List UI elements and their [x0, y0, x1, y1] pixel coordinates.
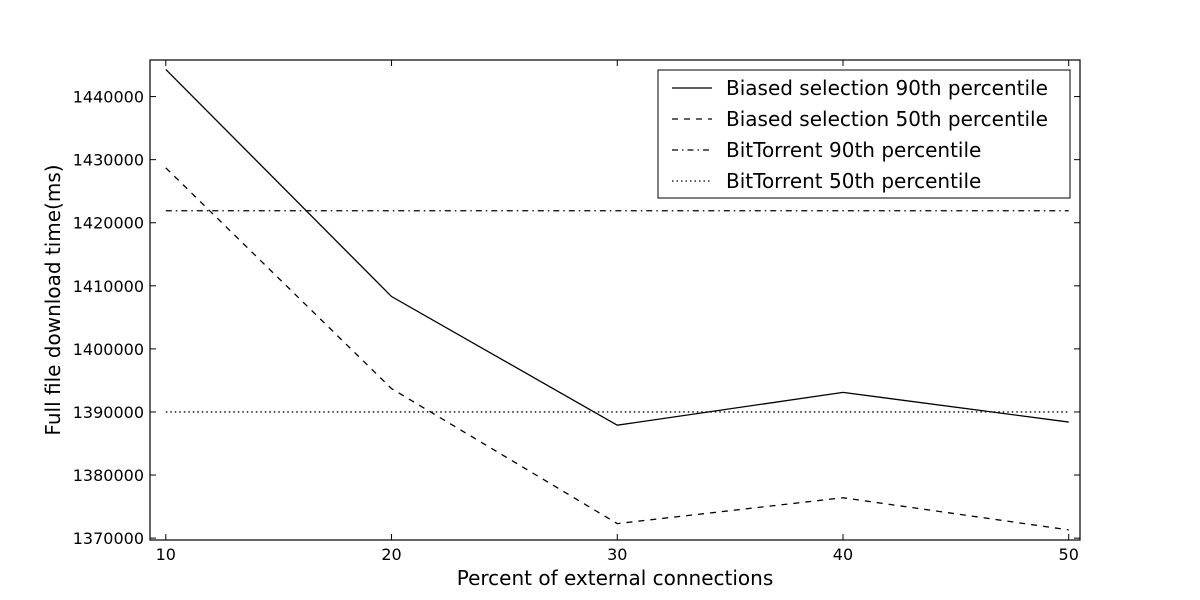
y-tick-label: 1430000 [73, 151, 144, 170]
y-tick-label: 1400000 [73, 340, 144, 359]
y-axis-title: Full file download time(ms) [41, 164, 65, 435]
y-tick-label: 1380000 [73, 466, 144, 485]
legend-items: Biased selection 90th percentile Biased s… [672, 76, 1048, 193]
plot-frame [149, 59, 1081, 541]
x-tick-label: 30 [607, 545, 627, 564]
legend-label-3: BitTorrent 90th percentile [726, 138, 981, 162]
x-tick-label: 40 [833, 545, 853, 564]
series-layer [165, 69, 1069, 531]
x-axis-title: Percent of external connections [457, 566, 774, 590]
y-tick-label: 1370000 [73, 529, 144, 548]
series-line-1 [165, 69, 1069, 426]
legend-label-4: BitTorrent 50th percentile [726, 169, 981, 193]
y-tick-label: 1440000 [73, 88, 144, 107]
legend-frame [657, 69, 1071, 199]
y-tick-label: 1410000 [73, 277, 144, 296]
x-tick-label: 20 [381, 545, 401, 564]
x-tick-label: 50 [1059, 545, 1079, 564]
legend: Biased selection 90th percentile Biased s… [657, 69, 1071, 199]
series-line-2 [165, 167, 1069, 531]
y-tick-label: 1420000 [73, 214, 144, 233]
legend-label-2: Biased selection 50th percentile [726, 107, 1048, 131]
x-tick-label: 10 [156, 545, 176, 564]
y-tick-label: 1390000 [73, 403, 144, 422]
legend-label-1: Biased selection 90th percentile [726, 76, 1048, 100]
tick-layer: 10 20 30 40 50 1370000 1380000 1390000 1400000 14… [73, 60, 1080, 564]
